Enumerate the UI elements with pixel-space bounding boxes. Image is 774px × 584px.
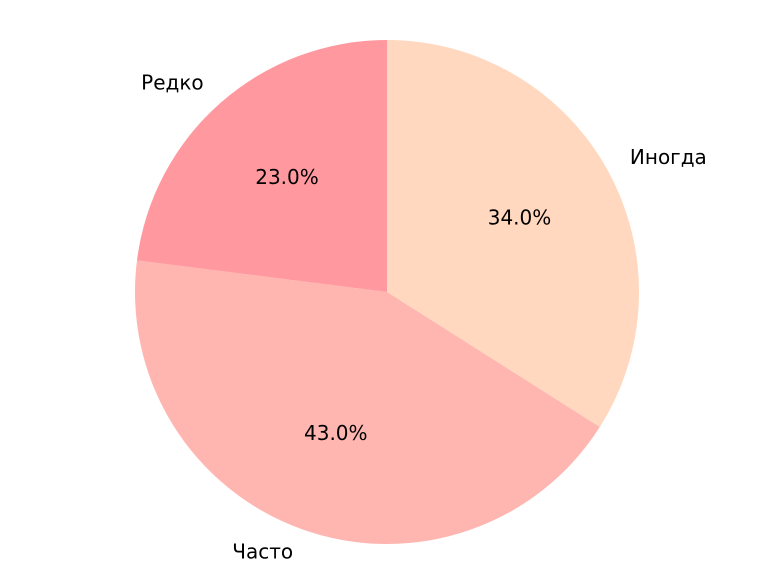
pie-slice-1 (135, 260, 600, 545)
pie-slice-0 (387, 40, 640, 428)
pie-slice-2 (136, 40, 387, 292)
slice-label-2: Редко (141, 71, 204, 95)
slice-percent-0: 34.0% (488, 206, 552, 230)
pie-labels: Иногда 34.0% Часто 43.0% Редко 23.0% (141, 71, 707, 564)
slice-label-1: Часто (232, 539, 293, 563)
slice-percent-2: 23.0% (255, 165, 319, 189)
pie-slices (135, 40, 640, 545)
slice-label-0: Иногда (630, 145, 707, 169)
slice-percent-1: 43.0% (304, 421, 368, 445)
